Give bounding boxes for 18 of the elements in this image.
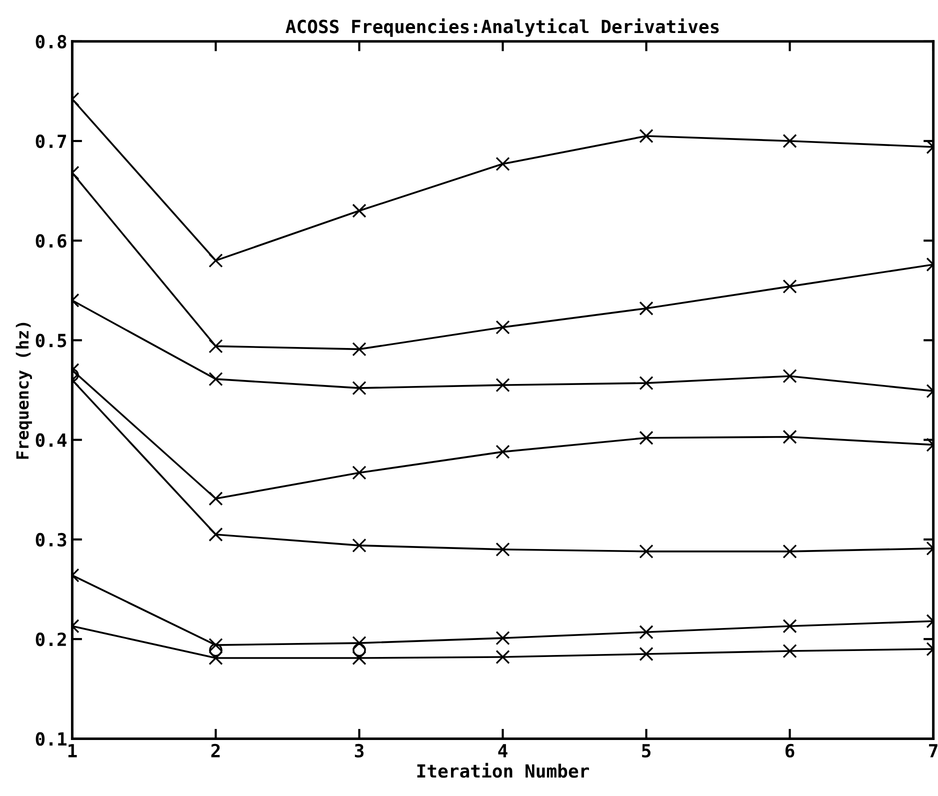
x-tick-label: 1: [68, 744, 77, 758]
x-tick-label: 2: [211, 744, 220, 758]
y-tick-label: 0.8: [36, 34, 66, 49]
y-tick-label: 0.3: [36, 532, 66, 547]
y-tick-label: 0.1: [36, 732, 66, 746]
y-tick-label: 0.5: [36, 334, 66, 348]
x-tick-label: 6: [786, 744, 794, 758]
y-tick-label: 0.4: [36, 433, 67, 447]
x-tick-label: 4: [498, 744, 508, 758]
x-axis-title: Iteration Number: [417, 762, 590, 778]
y-axis-title: Frequency (hz): [16, 322, 32, 459]
chart-title: ACOSS Frequencies:Analytical Derivatives: [286, 18, 719, 37]
y-tick-label: 0.2: [36, 632, 66, 646]
y-tick-label: 0.6: [36, 234, 66, 248]
x-tick-label: 7: [929, 744, 938, 758]
y-tick-label: 0.7: [36, 134, 66, 148]
x-tick-label: 5: [642, 744, 650, 758]
x-tick-label: 3: [354, 744, 364, 758]
